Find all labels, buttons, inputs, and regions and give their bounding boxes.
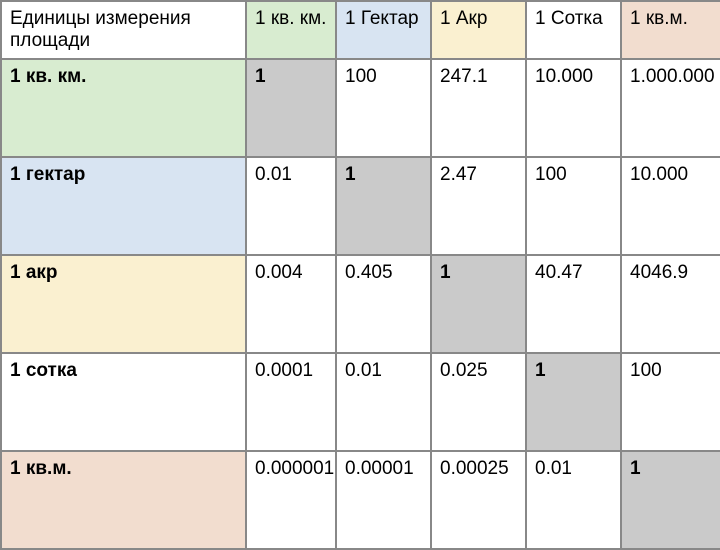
cell-3-3: 1 — [526, 353, 621, 451]
cell-2-3: 40.47 — [526, 255, 621, 353]
header-col-1: 1 Гектар — [336, 1, 431, 59]
header-col-3: 1 Сотка — [526, 1, 621, 59]
table-row: 1 кв.м.0.0000010.000010.000250.011 — [1, 451, 720, 549]
cell-2-1: 0.405 — [336, 255, 431, 353]
row-label-1: 1 гектар — [1, 157, 246, 255]
cell-4-1: 0.00001 — [336, 451, 431, 549]
cell-4-4: 1 — [621, 451, 720, 549]
cell-2-0: 0.004 — [246, 255, 336, 353]
cell-0-3: 10.000 — [526, 59, 621, 157]
header-col-4: 1 кв.м. — [621, 1, 720, 59]
cell-3-4: 100 — [621, 353, 720, 451]
cell-0-4: 1.000.000 — [621, 59, 720, 157]
header-row: Единицы измерения площади 1 кв. км.1 Гек… — [1, 1, 720, 59]
cell-1-1: 1 — [336, 157, 431, 255]
cell-1-0: 0.01 — [246, 157, 336, 255]
cell-0-1: 100 — [336, 59, 431, 157]
cell-0-2: 247.1 — [431, 59, 526, 157]
row-label-2: 1 акр — [1, 255, 246, 353]
table-row: 1 гектар0.0112.4710010.000 — [1, 157, 720, 255]
cell-3-1: 0.01 — [336, 353, 431, 451]
row-label-3: 1 сотка — [1, 353, 246, 451]
cell-2-4: 4046.9 — [621, 255, 720, 353]
row-label-4: 1 кв.м. — [1, 451, 246, 549]
cell-4-2: 0.00025 — [431, 451, 526, 549]
cell-4-0: 0.000001 — [246, 451, 336, 549]
header-col-2: 1 Акр — [431, 1, 526, 59]
cell-1-3: 100 — [526, 157, 621, 255]
table-row: 1 акр0.0040.405140.474046.9 — [1, 255, 720, 353]
table-row: 1 сотка0.00010.010.0251100 — [1, 353, 720, 451]
header-col-0: 1 кв. км. — [246, 1, 336, 59]
area-units-table: Единицы измерения площади 1 кв. км.1 Гек… — [0, 0, 720, 550]
cell-3-2: 0.025 — [431, 353, 526, 451]
cell-3-0: 0.0001 — [246, 353, 336, 451]
cell-0-0: 1 — [246, 59, 336, 157]
header-label: Единицы измерения площади — [1, 1, 246, 59]
cell-2-2: 1 — [431, 255, 526, 353]
table-row: 1 кв. км.1100247.110.0001.000.000 — [1, 59, 720, 157]
row-label-0: 1 кв. км. — [1, 59, 246, 157]
cell-1-2: 2.47 — [431, 157, 526, 255]
cell-1-4: 10.000 — [621, 157, 720, 255]
cell-4-3: 0.01 — [526, 451, 621, 549]
